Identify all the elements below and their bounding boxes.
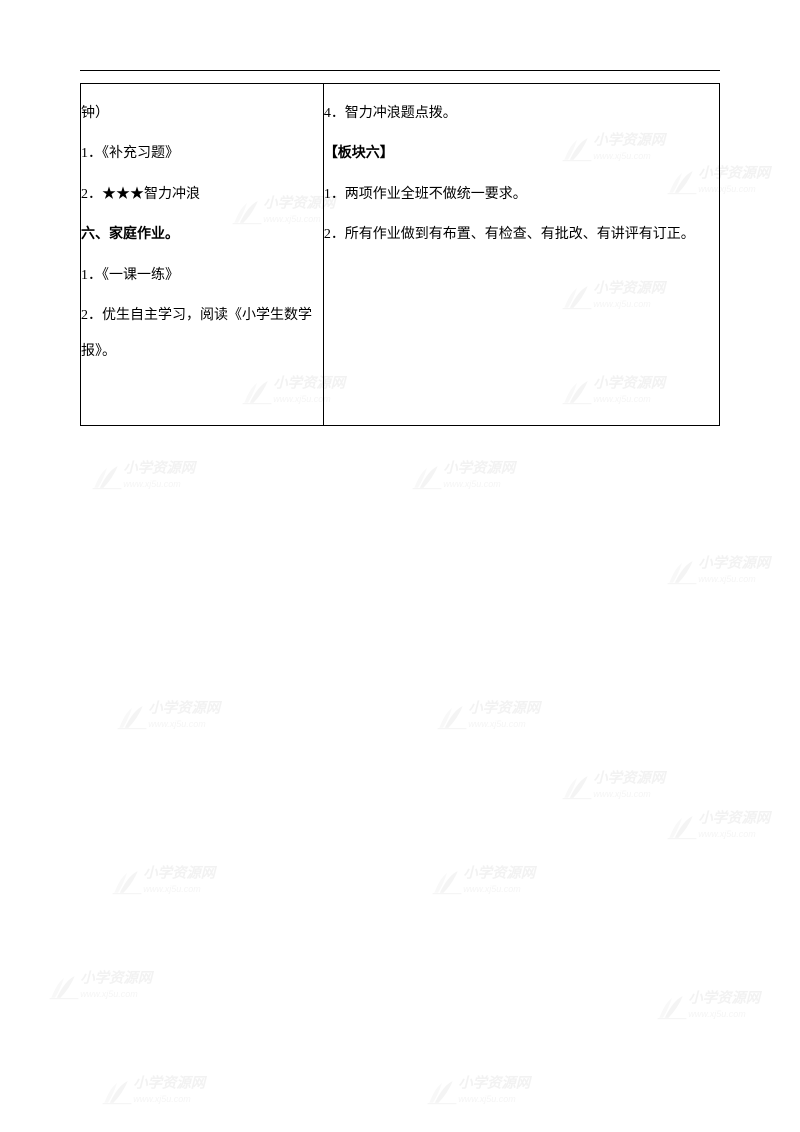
watermark-logo: 小学资源网www.xj5u.com (656, 992, 760, 1022)
watermark-logo: 小学资源网www.xj5u.com (426, 1077, 530, 1107)
right-text-3: 2．所有作业做到有布置、有检查、有批改、有讲评有订正。 (324, 217, 711, 253)
watermark-logo: 小学资源网www.xj5u.com (116, 702, 220, 732)
left-column: 钟） 1．《补充习题》 2．★★★智力冲浪 六、家庭作业。 1．《一课一练》 2… (81, 84, 324, 426)
left-text-3: 2．★★★智力冲浪 (81, 177, 315, 213)
table-row: 钟） 1．《补充习题》 2．★★★智力冲浪 六、家庭作业。 1．《一课一练》 2… (81, 84, 720, 426)
right-text-2: 1．两项作业全班不做统一要求。 (324, 177, 711, 213)
watermark-logo: 小学资源网www.xj5u.com (111, 867, 215, 897)
watermark-logo: 小学资源网www.xj5u.com (666, 557, 770, 587)
watermark-logo: 小学资源网www.xj5u.com (436, 702, 540, 732)
watermark-logo: 小学资源网www.xj5u.com (411, 462, 515, 492)
right-column: 4．智力冲浪题点拨。 【板块六】 1．两项作业全班不做统一要求。 2．所有作业做… (323, 84, 719, 426)
left-text-4: 1．《一课一练》 (81, 258, 315, 294)
left-text-1: 钟） (81, 96, 315, 132)
left-text-5: 2．优生自主学习，阅读《小学生数学报》。 (81, 298, 315, 371)
content-table: 钟） 1．《补充习题》 2．★★★智力冲浪 六、家庭作业。 1．《一课一练》 2… (80, 83, 720, 426)
right-text-1: 4．智力冲浪题点拨。 (324, 96, 711, 132)
watermark-logo: 小学资源网www.xj5u.com (666, 812, 770, 842)
watermark-logo: 小学资源网www.xj5u.com (101, 1077, 205, 1107)
watermark-logo: 小学资源网www.xj5u.com (431, 867, 535, 897)
top-divider (80, 70, 720, 71)
watermark-logo: 小学资源网www.xj5u.com (561, 772, 665, 802)
left-text-2: 1．《补充习题》 (81, 136, 315, 172)
page: 钟） 1．《补充习题》 2．★★★智力冲浪 六、家庭作业。 1．《一课一练》 2… (0, 0, 800, 426)
watermark-logo: 小学资源网www.xj5u.com (91, 462, 195, 492)
left-heading: 六、家庭作业。 (81, 217, 315, 253)
watermark-logo: 小学资源网www.xj5u.com (48, 972, 152, 1002)
right-heading: 【板块六】 (324, 136, 711, 172)
